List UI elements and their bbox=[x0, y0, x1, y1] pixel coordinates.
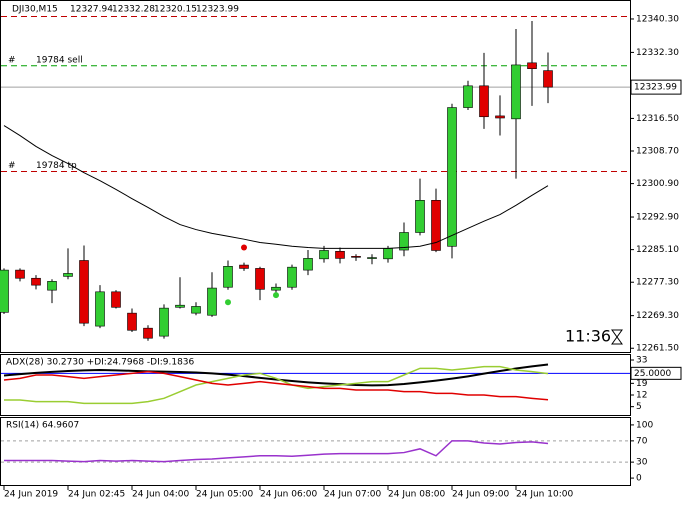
candle-body bbox=[31, 277, 41, 286]
y-tick-label: 0 bbox=[636, 474, 642, 484]
candle-body bbox=[527, 62, 537, 69]
x-tick-label: 24 Jun 04:00 bbox=[132, 490, 189, 500]
order-prefix: # bbox=[8, 55, 16, 65]
candle-body bbox=[479, 85, 489, 118]
y-tick-label: 70 bbox=[636, 436, 648, 446]
candle-body bbox=[15, 269, 25, 279]
y-tick-label: 33 bbox=[636, 356, 647, 366]
y-tick-label: 5 bbox=[636, 402, 642, 412]
candle-body bbox=[255, 268, 265, 290]
order-label: 19784 sell bbox=[36, 55, 83, 65]
candle-body bbox=[111, 291, 121, 308]
indicator-title: ADX(28) 30.2730 +DI:24.7968 -DI:9.1836 bbox=[6, 358, 195, 368]
y-tick-label: 12292.90 bbox=[636, 213, 679, 223]
fractal bbox=[225, 299, 231, 306]
candle-body bbox=[335, 250, 345, 259]
candle-body bbox=[207, 287, 217, 316]
candle-body bbox=[127, 312, 137, 331]
indicator-line bbox=[4, 365, 549, 405]
candle-body bbox=[0, 269, 9, 313]
candle-body bbox=[447, 107, 457, 247]
candle-body bbox=[175, 304, 185, 308]
x-tick-label: 24 Jun 10:00 bbox=[516, 490, 573, 500]
candle-body bbox=[47, 281, 57, 291]
indicator-line bbox=[4, 440, 549, 463]
header-close: 12323.99 bbox=[196, 5, 239, 15]
candle-body bbox=[159, 307, 169, 337]
candle-body bbox=[319, 250, 329, 260]
bid-box bbox=[630, 79, 682, 95]
indicator-title: RSI(14) 64.9607 bbox=[6, 421, 79, 431]
level-label: 25.0000 bbox=[634, 369, 671, 379]
candle-body bbox=[271, 286, 281, 291]
y-tick-label: 100 bbox=[636, 420, 653, 430]
level-box bbox=[630, 366, 682, 380]
y-tick-label: 12285.10 bbox=[636, 245, 679, 255]
x-tick-label: 24 Jun 02:45 bbox=[68, 490, 125, 500]
x-tick-label: 24 Jun 05:00 bbox=[196, 490, 253, 500]
y-tick-label: 19 bbox=[636, 379, 648, 389]
candle-body bbox=[511, 64, 521, 120]
y-tick-label: 12300.90 bbox=[636, 179, 679, 189]
candle-body bbox=[495, 115, 505, 119]
candle-body bbox=[239, 264, 249, 269]
candle-body bbox=[287, 266, 297, 288]
y-tick-label: 12 bbox=[636, 391, 647, 401]
order-label: 19784 tp bbox=[36, 161, 77, 171]
candle-body bbox=[399, 232, 409, 251]
y-tick-label: 12261.50 bbox=[636, 344, 679, 354]
x-tick-label: 24 Jun 08:00 bbox=[388, 490, 445, 500]
bid-label: 12323.99 bbox=[634, 83, 677, 93]
adx-panel bbox=[0, 354, 631, 416]
fractal bbox=[241, 244, 247, 251]
header-open: 12327.94 bbox=[70, 5, 113, 15]
main-panel bbox=[0, 0, 631, 353]
y-tick-label: 12308.70 bbox=[636, 147, 679, 157]
header-low: 12320.15 bbox=[154, 5, 197, 15]
y-tick-label: 12269.30 bbox=[636, 311, 679, 321]
x-tick-label: 24 Jun 2019 bbox=[4, 490, 58, 500]
y-tick-label: 12277.30 bbox=[636, 278, 679, 288]
candle-body bbox=[415, 200, 425, 233]
x-tick-label: 24 Jun 07:00 bbox=[324, 490, 381, 500]
candle-body bbox=[463, 85, 473, 108]
candle-body bbox=[303, 258, 313, 271]
y-tick-label: 30 bbox=[636, 458, 648, 468]
header-high: 12332.28 bbox=[112, 5, 155, 15]
y-tick-label: 12340.30 bbox=[636, 14, 679, 24]
candle-body bbox=[143, 327, 153, 339]
fractal bbox=[273, 292, 279, 299]
candle-body bbox=[95, 291, 105, 327]
candle-body bbox=[191, 306, 201, 314]
x-tick-label: 24 Jun 06:00 bbox=[260, 490, 317, 500]
candle-body bbox=[383, 248, 393, 260]
candle-body bbox=[431, 200, 441, 251]
y-tick-label: 12316.50 bbox=[636, 114, 679, 124]
candle-body bbox=[367, 257, 377, 259]
rsi-panel bbox=[0, 417, 631, 486]
candle-body bbox=[543, 70, 553, 88]
candle-body bbox=[351, 256, 361, 258]
y-tick-label: 12332.30 bbox=[636, 48, 679, 58]
chart-title: DJI30,M15 bbox=[12, 5, 58, 15]
candle-body bbox=[63, 273, 73, 277]
candle-body bbox=[223, 266, 233, 288]
hourglass-icon bbox=[611, 329, 623, 345]
x-tick-label: 24 Jun 09:00 bbox=[452, 490, 509, 500]
order-prefix: # bbox=[8, 161, 16, 171]
moving-average bbox=[3, 125, 549, 249]
indicator-line bbox=[3, 370, 549, 401]
candle-body bbox=[79, 260, 89, 324]
indicator-line bbox=[3, 363, 549, 387]
time-to-close: 11:36 bbox=[565, 327, 611, 346]
